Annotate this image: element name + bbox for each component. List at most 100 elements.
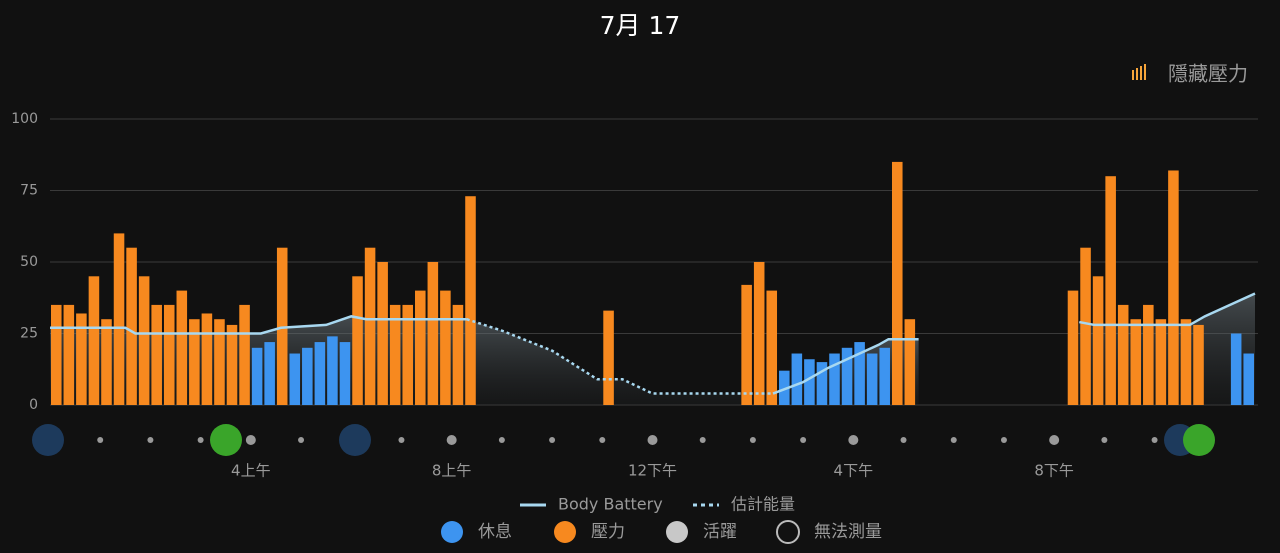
hour-dot (800, 437, 807, 443)
timeline (32, 424, 1215, 456)
stress-bar (1130, 319, 1142, 405)
rest-bar (866, 353, 878, 405)
stress-bar (214, 319, 225, 405)
stress-bar (1105, 176, 1116, 405)
x-tick-label: 4上午 (231, 462, 271, 480)
hour-dot (498, 437, 505, 443)
stress-bar (415, 290, 426, 405)
battery-line (772, 337, 919, 395)
stress-bar (1143, 304, 1154, 405)
stress-bar (126, 247, 137, 405)
stress-bar (891, 161, 903, 405)
hour-dot (1101, 437, 1108, 443)
legend-label: 活躍 (703, 522, 737, 542)
legend-label: 無法測量 (814, 522, 882, 542)
stress-bar (163, 304, 175, 405)
hour-dot (1151, 437, 1158, 443)
rest-bar (779, 370, 790, 405)
rest-bar (816, 362, 828, 405)
x-tick-label: 8下午 (1034, 462, 1074, 480)
stress-bar (63, 304, 75, 405)
y-tick-label: 25 (20, 326, 38, 342)
x-tick-dot (647, 435, 658, 445)
battery-line (50, 315, 467, 335)
hour-dot (1000, 437, 1007, 443)
stress-bar (452, 304, 464, 405)
stress-bar (1067, 290, 1079, 405)
button-label[interactable]: 隱藏壓力 (1168, 62, 1248, 86)
stress-bar (1092, 276, 1104, 405)
rest-bar (264, 342, 275, 405)
stress-bar (276, 247, 288, 405)
stress-bar (1080, 247, 1091, 405)
stress-bar (603, 310, 614, 405)
rest-bar (251, 347, 263, 405)
stress-bar (51, 304, 62, 405)
icon (1140, 66, 1142, 80)
rest-bar (841, 347, 853, 405)
stress-bar (1193, 324, 1204, 405)
event-icon (339, 424, 371, 456)
hour-dot (298, 437, 305, 443)
stress-bar (766, 290, 778, 405)
rest-bar (289, 353, 301, 405)
hour-dot (398, 437, 405, 443)
y-tick-label: 50 (20, 254, 38, 270)
legend-swatch (441, 521, 463, 543)
chart-title: 7月 17 (600, 11, 681, 40)
icon (1144, 64, 1146, 80)
event-icon (210, 424, 242, 456)
stress-bar (427, 262, 439, 405)
stress-bar (465, 196, 476, 405)
stress-bar (151, 304, 162, 405)
legend-swatch (776, 520, 800, 544)
hour-dot (147, 437, 154, 443)
estimate-line (466, 318, 773, 395)
hour-dot (97, 437, 104, 443)
icon (1136, 68, 1138, 80)
stress-bar (138, 276, 150, 405)
legend-label: 估計能量 (731, 495, 795, 514)
stress-bar (1180, 319, 1192, 405)
hide-stress-button[interactable]: 隱藏壓力 (1132, 62, 1248, 86)
event-icon (1183, 424, 1215, 456)
battery-area (466, 319, 773, 405)
stress-bar (226, 324, 238, 405)
y-tick-label: 75 (20, 183, 38, 199)
legend-swatch (666, 521, 688, 543)
legend-label: Body Battery (558, 495, 663, 514)
hour-dot (900, 437, 907, 443)
stress-bar (389, 304, 401, 405)
rest-bar (1230, 333, 1242, 405)
stress-bar (741, 284, 752, 405)
y-tick-label: 100 (11, 111, 38, 127)
rest-bar (804, 359, 815, 405)
stress-bar (76, 313, 87, 405)
battery-line (1079, 292, 1256, 327)
x-tick-dot (848, 435, 859, 445)
x-tick-label: 12下午 (628, 462, 677, 480)
stress-bar (352, 276, 363, 405)
stress-bar (1155, 319, 1167, 405)
stress-bar (189, 319, 200, 405)
x-tick-dot (1049, 435, 1060, 445)
rest-bar (302, 347, 313, 405)
rest-bar (1243, 353, 1254, 405)
stress-bar (753, 262, 765, 405)
hour-dot (197, 437, 204, 443)
rest-bar (879, 347, 890, 405)
event-icon (32, 424, 64, 456)
stress-bar (402, 304, 414, 405)
x-tick-label: 4下午 (834, 462, 874, 480)
stress-bar (364, 247, 376, 405)
stress-bar (88, 276, 100, 405)
rest-bar (829, 353, 840, 405)
x-tick-dot (245, 435, 256, 445)
legend-label: 壓力 (591, 522, 625, 542)
hour-dot (749, 437, 756, 443)
stress-bar (239, 304, 250, 405)
stress-bar (377, 262, 388, 405)
stress-bar (1168, 170, 1179, 405)
